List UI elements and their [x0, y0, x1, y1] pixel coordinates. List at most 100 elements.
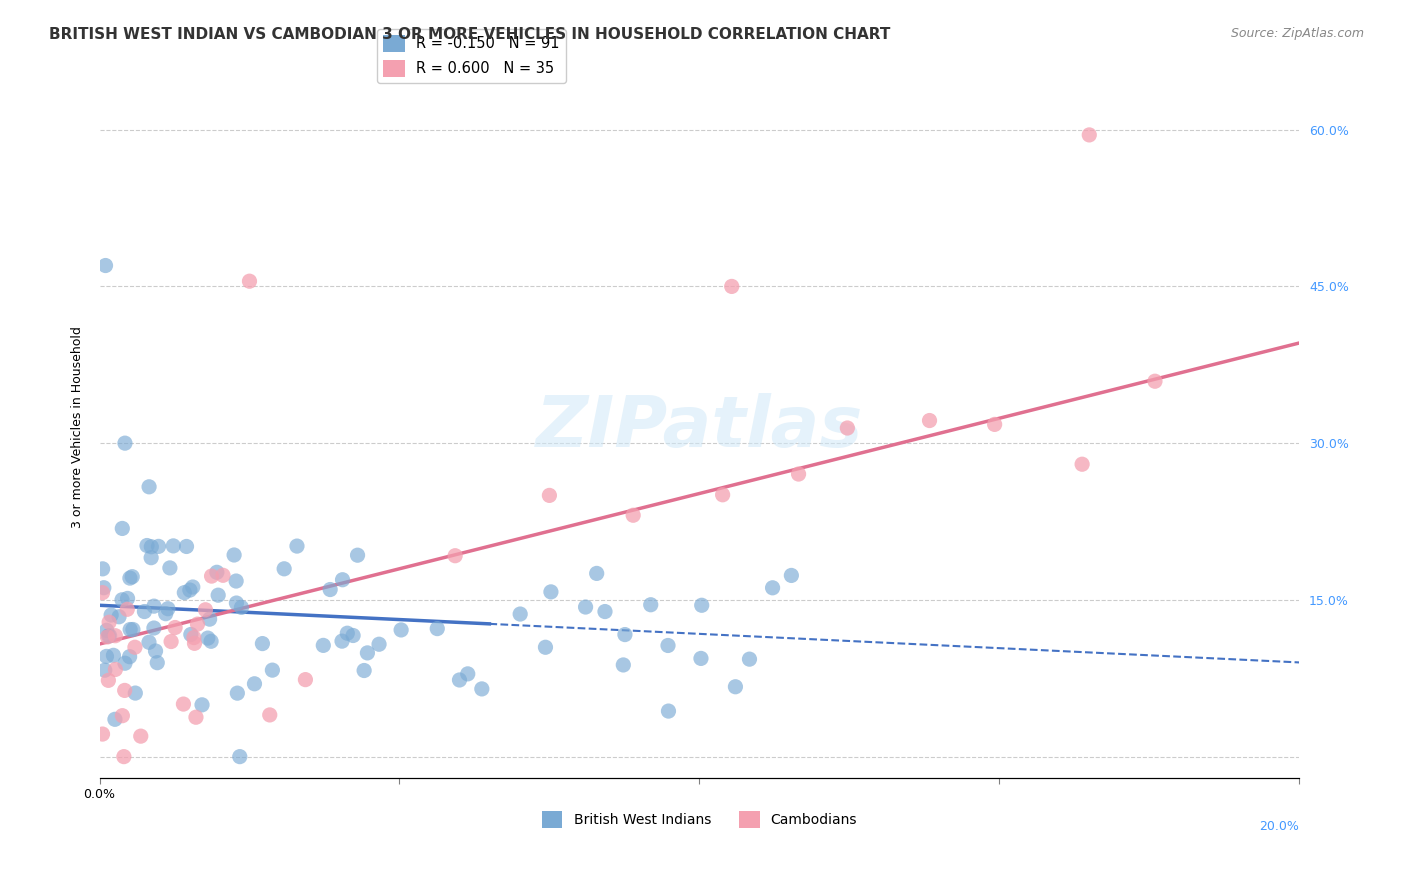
British West Indians: [312, 639, 335, 653]
Cambodians: [111, 708, 134, 723]
British West Indians: [159, 561, 181, 575]
Text: BRITISH WEST INDIAN VS CAMBODIAN 3 OR MORE VEHICLES IN HOUSEHOLD CORRELATION CHA: BRITISH WEST INDIAN VS CAMBODIAN 3 OR MO…: [49, 27, 890, 42]
British West Indians: [181, 580, 204, 594]
British West Indians: [457, 666, 479, 681]
British West Indians: [252, 636, 274, 650]
British West Indians: [143, 599, 166, 614]
British West Indians: [724, 680, 747, 694]
Cambodians: [294, 673, 316, 687]
British West Indians: [332, 573, 354, 587]
British West Indians: [120, 623, 142, 637]
British West Indians: [94, 259, 117, 273]
British West Indians: [346, 548, 368, 562]
British West Indians: [368, 637, 391, 651]
Cambodians: [91, 727, 114, 741]
Cambodians: [621, 508, 644, 523]
Cambodians: [212, 568, 235, 582]
British West Indians: [91, 562, 114, 576]
British West Indians: [176, 540, 198, 554]
British West Indians: [108, 609, 131, 624]
Cambodians: [1071, 457, 1094, 471]
Cambodians: [183, 636, 205, 650]
Cambodians: [129, 729, 152, 743]
British West Indians: [173, 585, 195, 599]
British West Indians: [780, 568, 803, 582]
Cambodians: [112, 749, 135, 764]
British West Indians: [180, 627, 202, 641]
British West Indians: [138, 635, 160, 649]
Cambodians: [114, 683, 136, 698]
British West Indians: [96, 649, 118, 664]
British West Indians: [111, 521, 134, 535]
Cambodians: [200, 569, 222, 583]
British West Indians: [426, 622, 449, 636]
Cambodians: [837, 421, 859, 435]
British West Indians: [114, 657, 136, 671]
Cambodians: [96, 630, 118, 644]
Cambodians: [183, 631, 205, 645]
Cambodians: [787, 467, 810, 481]
British West Indians: [225, 574, 247, 588]
British West Indians: [612, 657, 634, 672]
British West Indians: [585, 566, 607, 581]
Text: 20.0%: 20.0%: [1260, 820, 1299, 832]
British West Indians: [162, 539, 184, 553]
British West Indians: [207, 588, 229, 602]
Cambodians: [104, 662, 127, 676]
British West Indians: [134, 605, 156, 619]
British West Indians: [148, 540, 170, 554]
British West Indians: [197, 631, 219, 645]
British West Indians: [574, 600, 596, 615]
Cambodians: [97, 673, 120, 688]
British West Indians: [117, 591, 139, 606]
British West Indians: [231, 600, 253, 615]
Cambodians: [160, 634, 183, 648]
British West Indians: [118, 571, 141, 585]
British West Indians: [243, 677, 266, 691]
British West Indians: [96, 624, 118, 638]
British West Indians: [136, 539, 159, 553]
Cambodians: [117, 602, 139, 616]
British West Indians: [593, 605, 616, 619]
British West Indians: [319, 582, 342, 597]
British West Indians: [145, 644, 167, 658]
British West Indians: [103, 648, 125, 663]
British West Indians: [94, 663, 117, 677]
Cambodians: [98, 615, 121, 630]
British West Indians: [111, 592, 134, 607]
British West Indians: [226, 686, 249, 700]
Cambodians: [720, 279, 742, 293]
British West Indians: [285, 539, 308, 553]
British West Indians: [104, 712, 127, 726]
British West Indians: [330, 634, 353, 648]
British West Indians: [657, 639, 679, 653]
Cambodians: [91, 585, 114, 599]
British West Indians: [336, 626, 359, 640]
British West Indians: [273, 562, 295, 576]
Cambodians: [983, 417, 1005, 432]
British West Indians: [100, 607, 122, 622]
British West Indians: [142, 621, 165, 635]
Legend: British West Indians, Cambodians: British West Indians, Cambodians: [536, 805, 863, 834]
British West Indians: [342, 628, 364, 642]
British West Indians: [262, 663, 284, 677]
British West Indians: [224, 548, 246, 562]
British West Indians: [509, 607, 531, 621]
British West Indians: [124, 686, 146, 700]
Cambodians: [194, 603, 217, 617]
Cambodians: [1078, 128, 1101, 142]
British West Indians: [179, 583, 201, 598]
British West Indians: [356, 646, 378, 660]
British West Indians: [690, 651, 713, 665]
British West Indians: [121, 570, 143, 584]
Cambodians: [1143, 374, 1166, 388]
British West Indians: [225, 596, 247, 610]
Cambodians: [186, 617, 208, 632]
British West Indians: [98, 629, 121, 643]
British West Indians: [738, 652, 761, 666]
Y-axis label: 3 or more Vehicles in Household: 3 or more Vehicles in Household: [72, 326, 84, 528]
Cambodians: [259, 707, 281, 722]
British West Indians: [229, 749, 252, 764]
British West Indians: [97, 629, 120, 643]
British West Indians: [640, 598, 662, 612]
